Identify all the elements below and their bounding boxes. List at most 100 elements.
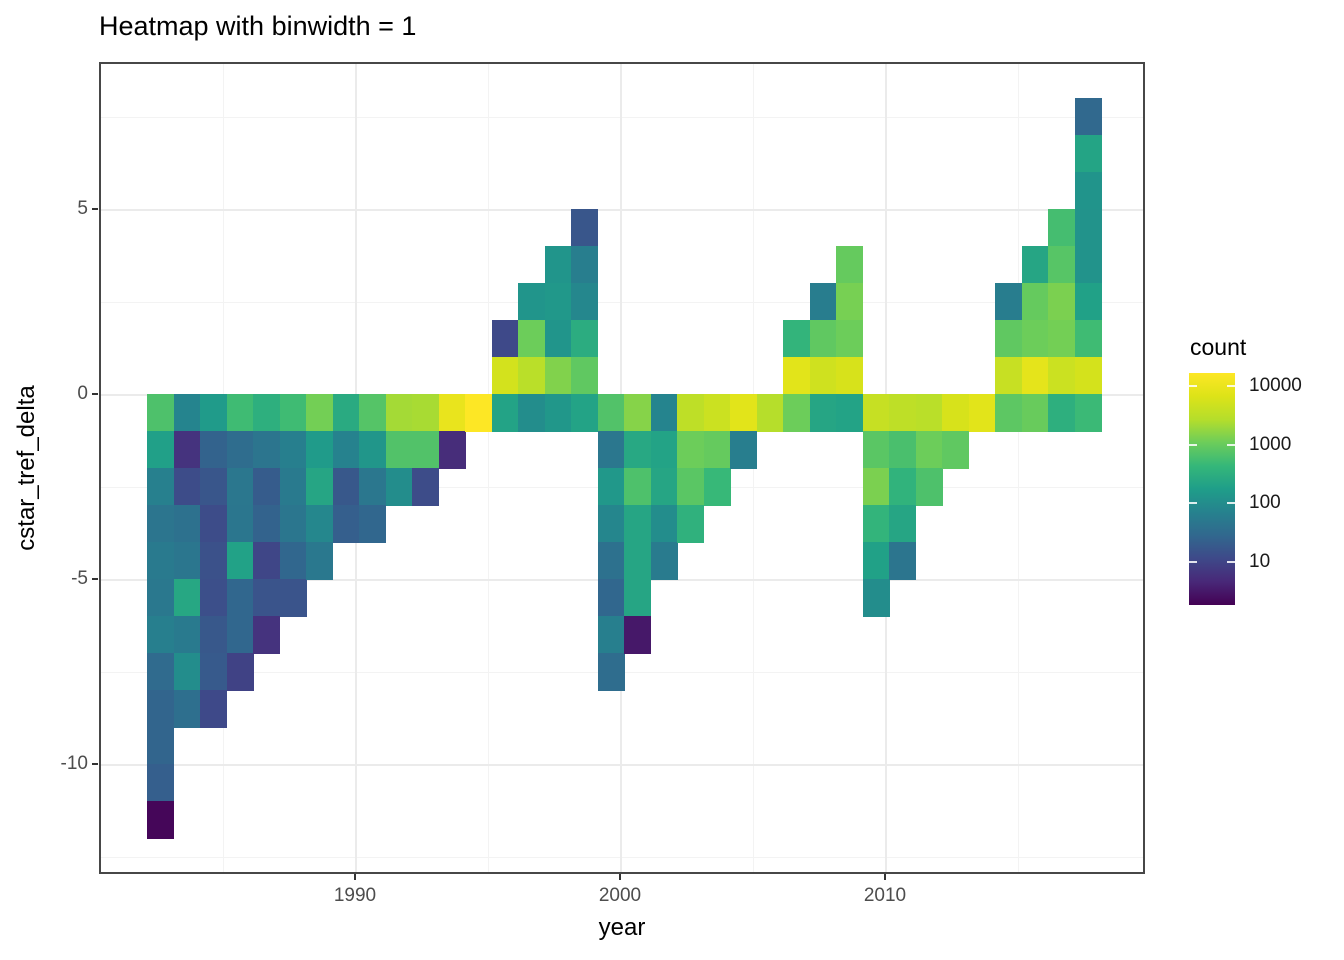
heatmap-cell	[783, 394, 810, 432]
heatmap-cell	[1048, 320, 1075, 358]
y-tick-mark	[92, 208, 98, 210]
heatmap-cell	[200, 579, 227, 617]
heatmap-cell	[147, 690, 174, 728]
heatmap-cell	[173, 616, 201, 654]
heatmap-cell	[730, 431, 757, 469]
heatmap-cell	[1021, 394, 1049, 432]
heatmap-cell	[809, 394, 837, 432]
heatmap-cell	[147, 616, 174, 654]
heatmap-cell	[253, 431, 280, 469]
heatmap-cell	[332, 394, 360, 432]
heatmap-cell	[147, 542, 174, 580]
heatmap-cell	[862, 394, 890, 432]
heatmap-cell	[147, 468, 174, 506]
heatmap-cell	[677, 394, 704, 432]
x-tick-mark	[354, 874, 356, 880]
heatmap-cell	[438, 431, 466, 469]
heatmap-cell	[889, 431, 916, 469]
heatmap-cell	[597, 505, 625, 543]
heatmap-cell	[173, 505, 201, 543]
heatmap-cell	[332, 431, 360, 469]
heatmap-cell	[279, 394, 307, 432]
heatmap-cell	[306, 468, 333, 506]
heatmap-cell	[173, 468, 201, 506]
legend-tick-mark	[1189, 385, 1197, 387]
heatmap-cell	[730, 394, 757, 432]
heatmap-cell	[491, 357, 519, 395]
heatmap-cell	[624, 431, 651, 469]
legend-tick-label: 100	[1249, 492, 1281, 513]
heatmap-cell	[200, 653, 227, 691]
heatmap-cell	[253, 616, 280, 654]
heatmap-cell	[862, 579, 890, 617]
heatmap-cell	[359, 394, 386, 432]
heatmap-cell	[1074, 209, 1102, 247]
gridline-y-minor	[99, 856, 1145, 858]
heatmap-cell	[544, 320, 572, 358]
heatmap-cell	[571, 283, 598, 321]
heatmap-cell	[173, 653, 201, 691]
heatmap-cell	[147, 801, 174, 839]
y-tick-label: 5	[77, 198, 88, 219]
heatmap-cell	[226, 431, 254, 469]
heatmap-cell	[226, 542, 254, 580]
y-tick-mark	[92, 393, 98, 395]
legend-title: count	[1190, 334, 1247, 360]
heatmap-cell	[1021, 357, 1049, 395]
heatmap-cell	[253, 394, 280, 432]
gridline-y-major	[99, 764, 1145, 766]
heatmap-cell	[200, 542, 227, 580]
heatmap-cell	[306, 394, 333, 432]
heatmap-cell	[915, 394, 943, 432]
heatmap-cell	[597, 542, 625, 580]
heatmap-cell	[1074, 283, 1102, 321]
heatmap-cell	[571, 320, 598, 358]
heatmap-cell	[624, 505, 651, 543]
legend-tick-mark	[1189, 443, 1197, 446]
heatmap-cell	[200, 505, 227, 543]
heatmap-cell	[173, 394, 201, 432]
heatmap-cell	[836, 246, 863, 284]
heatmap-cell	[385, 468, 413, 506]
heatmap-cell	[465, 394, 492, 432]
heatmap-cell	[624, 579, 651, 617]
heatmap-cell	[809, 283, 837, 321]
heatmap-cell	[253, 542, 280, 580]
x-axis-title: year	[598, 914, 646, 941]
heatmap-cell	[836, 394, 863, 432]
heatmap-cell	[1048, 283, 1075, 321]
heatmap-cell	[200, 394, 227, 432]
heatmap-cell	[995, 357, 1022, 395]
heatmap-cell	[147, 579, 174, 617]
heatmap-cell	[703, 394, 731, 432]
heatmap-cell	[491, 320, 519, 358]
legend-tick-label: 1000	[1249, 433, 1292, 455]
y-tick-label: -5	[71, 568, 88, 589]
heatmap-cell	[703, 431, 731, 469]
heatmap-cell	[1048, 209, 1075, 247]
heatmap-cell	[915, 468, 943, 506]
heatmap-cell	[253, 468, 280, 506]
heatmap-cell	[836, 283, 863, 321]
x-tick-label: 1990	[333, 885, 377, 906]
heatmap-cell	[624, 468, 651, 506]
heatmap-cell	[147, 394, 174, 432]
heatmap-cell	[783, 357, 810, 395]
heatmap-cell	[1048, 246, 1075, 284]
legend-tick-mark	[1227, 502, 1235, 504]
heatmap-cell	[1021, 283, 1049, 321]
heatmap-cell	[756, 394, 784, 432]
heatmap-cell	[226, 653, 254, 691]
heatmap-cell	[544, 394, 572, 432]
heatmap-cell	[412, 468, 439, 506]
heatmap-cell	[836, 320, 863, 358]
heatmap-cell	[995, 320, 1022, 358]
gridline-y-minor	[99, 301, 1145, 303]
heatmap-cell	[173, 690, 201, 728]
heatmap-cell	[624, 616, 651, 654]
heatmap-cell	[624, 394, 651, 432]
heatmap-cell	[544, 246, 572, 284]
x-tick-mark	[619, 874, 621, 880]
heatmap-cell	[889, 505, 916, 543]
